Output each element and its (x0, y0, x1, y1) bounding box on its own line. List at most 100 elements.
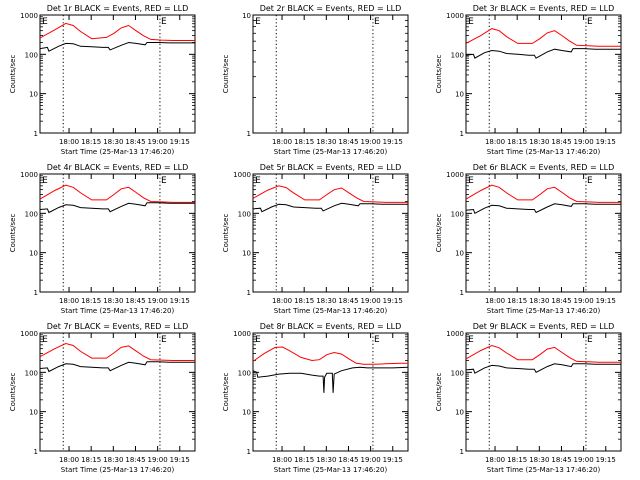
x-axis-label: Start Time (25-Mar-13 17:46:20) (487, 466, 601, 474)
x-tick-label: 18:30 (103, 138, 123, 146)
chart-panel-3: Det 3r BLACK = Events, RED = LLD 1 10 100 10… (435, 4, 622, 156)
x-tick-label: 18:15 (294, 456, 314, 464)
x-tick-label: 18:45 (125, 456, 145, 464)
x-tick-label: 19:00 (148, 138, 168, 146)
x-tick-label: 18:45 (551, 297, 571, 305)
y-tick-label: 1 (460, 448, 464, 456)
x-tick-label: 18:30 (316, 456, 336, 464)
y-tick-label: 1000 (20, 171, 38, 179)
chart-title: Det 7r BLACK = Events, RED = LLD (47, 322, 189, 331)
marker-label: E (587, 17, 593, 27)
chart-panel-6: Det 6r BLACK = Events, RED = LLD 1 10 100 10… (435, 163, 622, 315)
marker-label: E (42, 17, 48, 27)
series-line-lld (252, 185, 408, 203)
y-axis-label: Counts/sec (435, 214, 443, 253)
chart-panel-1: Det 1r BLACK = Events, RED = LLD 1 10 100 10… (9, 4, 196, 156)
x-tick-label: 19:00 (574, 138, 594, 146)
plot-frame (465, 332, 622, 452)
chart-title: Det 5r BLACK = Events, RED = LLD (260, 163, 402, 172)
plot-frame (252, 173, 409, 293)
x-tick-label: 19:00 (361, 138, 381, 146)
y-tick-label: 10 (242, 250, 251, 258)
marker-label: E (255, 335, 261, 345)
series-line-lld (465, 184, 621, 203)
x-tick-label: 18:45 (125, 138, 145, 146)
x-tick-label: 19:15 (383, 138, 403, 146)
marker-label: E (374, 17, 380, 27)
y-tick-label: 100 (25, 51, 38, 59)
chart-title: Det 4r BLACK = Events, RED = LLD (47, 163, 189, 172)
x-axis-label: Start Time (25-Mar-13 17:46:20) (61, 148, 175, 156)
y-tick-label: 10 (455, 250, 464, 258)
x-tick-label: 19:15 (596, 138, 616, 146)
y-tick-label: 10 (29, 250, 38, 258)
y-tick-label: 1000 (20, 330, 38, 338)
y-tick-label: 100 (25, 210, 38, 218)
x-axis-label: Start Time (25-Mar-13 17:46:20) (61, 466, 175, 474)
marker-label: E (255, 176, 261, 186)
y-axis-label: Counts/sec (435, 55, 443, 94)
plot-frame (252, 14, 409, 134)
y-tick-label: 1 (34, 289, 38, 297)
chart-title: Det 8r BLACK = Events, RED = LLD (260, 322, 402, 331)
marker-label: E (468, 176, 474, 186)
series-line-events (252, 366, 409, 393)
x-tick-label: 18:00 (272, 138, 292, 146)
series-line-events (39, 361, 195, 373)
x-tick-label: 18:15 (294, 138, 314, 146)
y-axis-label: Counts/sec (435, 373, 443, 412)
x-tick-label: 19:00 (574, 297, 594, 305)
x-tick-label: 19:00 (148, 456, 168, 464)
marker-label: E (468, 17, 474, 27)
y-tick-label: 100 (451, 369, 464, 377)
series-line-lld (39, 184, 195, 203)
y-tick-label: 1 (460, 289, 464, 297)
x-tick-label: 18:45 (551, 456, 571, 464)
series-line-events (39, 41, 195, 52)
plot-frame (39, 173, 196, 293)
series-line-lld (252, 346, 408, 365)
marker-label: E (587, 335, 593, 345)
plot-frame (39, 14, 196, 134)
marker-label: E (161, 176, 167, 186)
chart-title: Det 9r BLACK = Events, RED = LLD (473, 322, 615, 331)
y-tick-label: 1 (34, 130, 38, 138)
x-tick-label: 19:00 (148, 297, 168, 305)
chart-panel-4: Det 4r BLACK = Events, RED = LLD 1 10 100 10… (9, 163, 196, 315)
chart-title: Det 6r BLACK = Events, RED = LLD (473, 163, 615, 172)
y-axis-label: Counts/sec (222, 373, 230, 412)
x-tick-label: 18:45 (338, 456, 358, 464)
plot-frame (252, 332, 409, 452)
marker-label: E (587, 176, 593, 186)
y-tick-label: 100 (25, 369, 38, 377)
series-line-events (252, 202, 408, 213)
y-axis-label: Counts/sec (9, 55, 17, 94)
y-tick-label: 1000 (233, 330, 251, 338)
marker-label: E (255, 17, 261, 27)
y-axis-label: Counts/sec (222, 214, 230, 253)
y-axis-label: Counts/sec (9, 214, 17, 253)
series-line-events (465, 363, 621, 374)
series-line-events (39, 202, 195, 214)
x-tick-label: 18:30 (316, 297, 336, 305)
x-tick-label: 18:30 (103, 456, 123, 464)
x-tick-label: 18:00 (272, 297, 292, 305)
x-tick-label: 19:15 (170, 138, 190, 146)
x-tick-label: 18:45 (125, 297, 145, 305)
marker-label: E (161, 17, 167, 27)
chart-panel-5: Det 5r BLACK = Events, RED = LLD 1 10 100 10… (222, 163, 409, 315)
y-tick-label: 1 (247, 289, 251, 297)
x-tick-label: 19:15 (596, 297, 616, 305)
x-tick-label: 18:15 (507, 138, 527, 146)
x-tick-label: 18:45 (338, 138, 358, 146)
y-tick-label: 1 (247, 130, 251, 138)
x-tick-label: 18:30 (529, 138, 549, 146)
x-tick-label: 18:00 (59, 138, 79, 146)
y-axis-label: Counts/sec (222, 55, 230, 94)
x-tick-label: 18:00 (485, 138, 505, 146)
x-tick-label: 18:30 (316, 138, 336, 146)
marker-label: E (374, 176, 380, 186)
series-line-events (465, 48, 621, 59)
x-tick-label: 19:00 (574, 456, 594, 464)
